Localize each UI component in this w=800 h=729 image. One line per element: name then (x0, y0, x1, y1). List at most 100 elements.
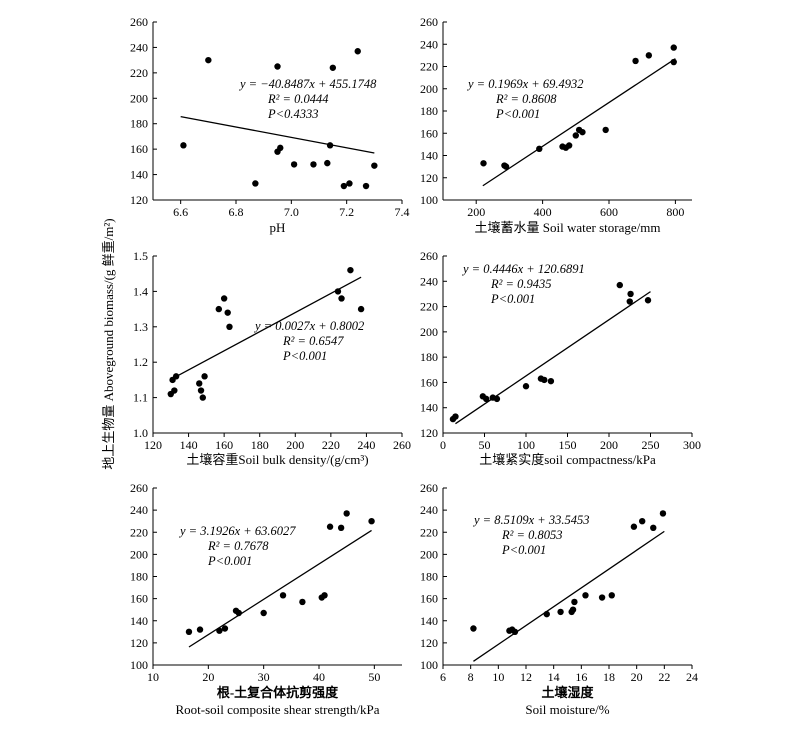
y-tick-label: 120 (420, 426, 438, 440)
y-tick-label: 260 (420, 249, 438, 263)
data-point (522, 383, 530, 390)
equation-line: P<0.001 (490, 292, 535, 306)
data-point (310, 161, 317, 168)
data-point (362, 182, 370, 190)
panel-4: 120 140 160 180 200 220 240 260 0 50 100 150 200 250 3… (420, 249, 701, 467)
regression-line (473, 530, 665, 662)
y-tick-label: 200 (420, 82, 438, 96)
x-tick-label: 50 (479, 438, 491, 452)
data-point (274, 63, 281, 70)
y-tick-label: 180 (420, 104, 438, 118)
x-axis-label: Soil moisture/% (525, 702, 609, 717)
data-point (201, 373, 208, 380)
data-point (632, 57, 639, 65)
equation-line: y = 0.1969x + 69.4932 (466, 77, 583, 91)
y-tick-label: 1.0 (133, 426, 148, 440)
data-point (180, 142, 187, 149)
data-point (557, 608, 564, 616)
data-point (337, 524, 345, 532)
data-point (235, 609, 242, 617)
equation-line: R² = 0.8608 (495, 92, 557, 106)
data-point (645, 52, 653, 59)
x-tick-label: 6.8 (229, 205, 244, 219)
x-tick-label: 150 (559, 438, 577, 452)
x-tick-label: 220 (322, 438, 340, 452)
y-tick-label: 240 (130, 40, 148, 54)
x-tick-label: 6 (440, 670, 446, 684)
y-tick-label: 240 (130, 503, 148, 517)
regression-line (180, 115, 375, 154)
x-tick-label: 160 (215, 438, 233, 452)
data-point (334, 288, 342, 295)
data-point (502, 163, 510, 170)
y-tick-label: 220 (420, 525, 438, 539)
data-point (493, 395, 501, 403)
y-tick-label: 220 (130, 525, 148, 539)
equation-line: P<0.001 (501, 543, 546, 557)
shared-y-axis-label: 地上生物量 Aboveground biomass/(g 鲜重/m²) (101, 218, 116, 469)
y-tick-label: 140 (130, 168, 148, 182)
data-point (608, 592, 615, 599)
data-point (196, 626, 204, 633)
panel-1: 120 140 160 180 200 220 240 260 6.6 6.8 7.0 7.2 7.4 p… (130, 15, 410, 235)
equation-line: R² = 0.9435 (490, 277, 551, 291)
x-tick-label: 12 (520, 670, 532, 684)
data-point (324, 159, 331, 167)
y-tick-label: 120 (420, 636, 438, 650)
y-tick-label: 1.2 (133, 355, 148, 369)
x-tick-label: 18 (603, 670, 615, 684)
data-point (670, 44, 677, 51)
y-tick-label: 100 (420, 658, 438, 672)
data-point (579, 128, 586, 136)
data-point (482, 395, 490, 403)
equation-line: y = 3.1926x + 63.6027 (178, 524, 296, 538)
data-point (639, 517, 646, 525)
x-tick-label: 200 (286, 438, 304, 452)
data-point (536, 145, 543, 153)
y-tick-label: 220 (420, 60, 438, 74)
x-tick-label: 14 (548, 670, 560, 684)
x-tick-label: 6.6 (173, 205, 188, 219)
y-tick-label: 1.5 (133, 249, 148, 263)
data-point (338, 295, 345, 302)
y-tick-label: 180 (130, 570, 148, 584)
x-tick-label: 7.0 (284, 205, 299, 219)
data-point (221, 625, 229, 632)
equation-line: P<0.001 (495, 107, 540, 121)
data-point (572, 132, 579, 139)
y-tick-label: 180 (130, 117, 148, 131)
y-tick-label: 160 (130, 142, 148, 156)
x-tick-label: 7.2 (339, 205, 354, 219)
equation-line: R² = 0.0444 (267, 92, 328, 106)
x-axis-label: 土壤紧实度soil compactness/kPa (479, 452, 656, 467)
data-point (185, 628, 193, 636)
data-point (627, 290, 634, 298)
data-point (670, 58, 677, 66)
x-tick-label: 30 (258, 670, 270, 684)
x-tick-label: 50 (368, 670, 380, 684)
y-tick-label: 240 (420, 503, 438, 517)
data-point (260, 609, 267, 617)
y-tick-label: 160 (420, 592, 438, 606)
x-tick-label: 120 (144, 438, 162, 452)
equation-line: y = −40.8487x + 455.1748 (238, 77, 377, 91)
data-point (279, 592, 287, 599)
panel-6: 100 120 140 160 180 200 220 240 260 6 8 10 12 14 16 18 2… (420, 481, 698, 717)
data-point (199, 394, 206, 401)
y-tick-label: 260 (130, 481, 148, 495)
panel-2: 100 120 140 160 180 200 220 240 260 200 400 600 800 土… (420, 15, 692, 235)
data-point (343, 510, 350, 517)
data-point (371, 162, 378, 169)
x-tick-label: 250 (642, 438, 660, 452)
data-point (659, 510, 667, 517)
x-tick-label: 200 (600, 438, 618, 452)
y-tick-label: 260 (130, 15, 148, 29)
y-tick-label: 1.4 (133, 284, 148, 298)
y-tick-label: 100 (420, 193, 438, 207)
equation-line: R² = 0.7678 (207, 539, 269, 553)
x-tick-label: 16 (575, 670, 587, 684)
x-tick-label: 24 (686, 670, 698, 684)
y-tick-label: 200 (130, 547, 148, 561)
data-point (220, 295, 228, 302)
